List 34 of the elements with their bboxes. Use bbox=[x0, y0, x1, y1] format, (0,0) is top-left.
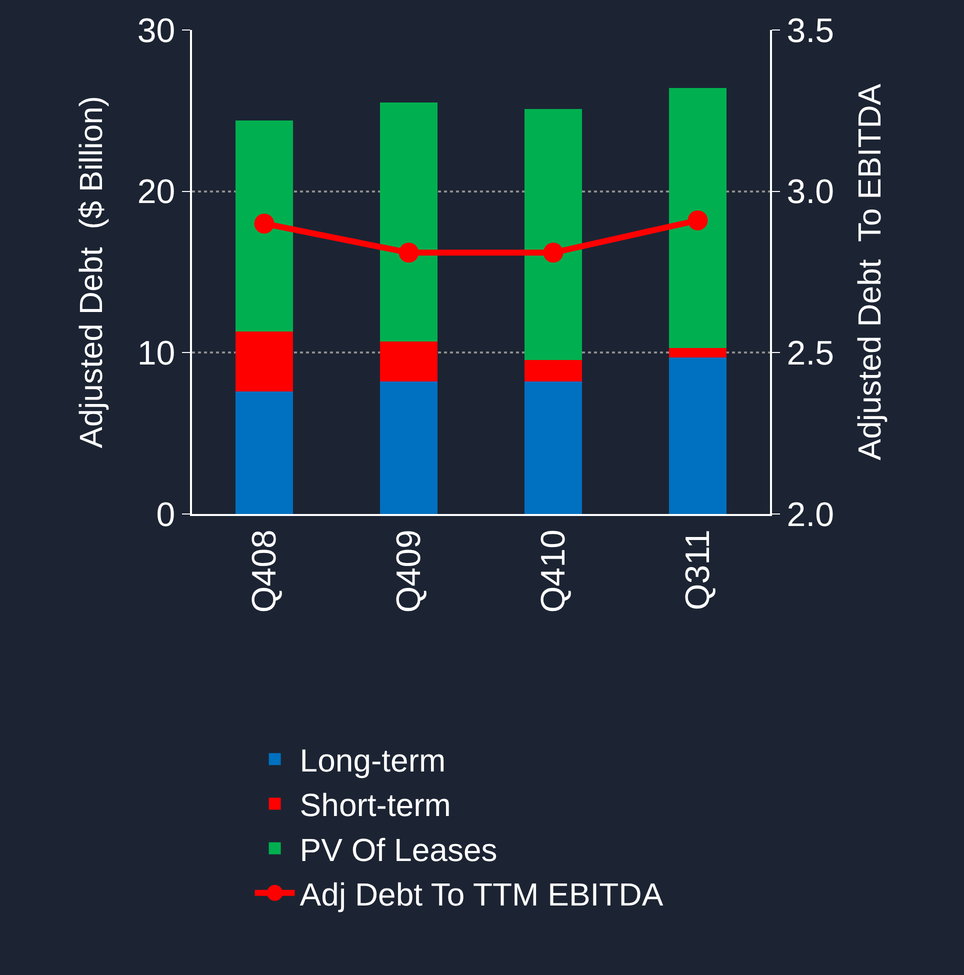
legend-label: Adj Debt To TTM EBITDA bbox=[300, 876, 664, 912]
y2-tick-label: 2.0 bbox=[786, 496, 834, 534]
y-tick-label: 20 bbox=[137, 173, 176, 212]
bar bbox=[380, 102, 438, 342]
y2-tick-label: 3.0 bbox=[786, 173, 834, 212]
bar bbox=[524, 382, 582, 514]
y2-tick-label: 3.5 bbox=[786, 12, 834, 50]
point bbox=[254, 214, 274, 234]
legend-label: PV Of Leases bbox=[300, 832, 498, 868]
x-tick-label: Q311 bbox=[678, 530, 717, 610]
y2-tick-label: 2.5 bbox=[786, 334, 834, 373]
point bbox=[398, 242, 419, 263]
x-tick-label: Q409 bbox=[390, 530, 428, 613]
bar bbox=[235, 391, 294, 514]
bar bbox=[235, 332, 294, 392]
y2-axis-title: Adjusted Debt To EBITDA bbox=[851, 83, 888, 460]
x-tick-label: Q410 bbox=[534, 530, 572, 613]
bar bbox=[668, 88, 727, 348]
y-tick-label: 30 bbox=[137, 12, 176, 50]
point bbox=[543, 242, 564, 263]
bar bbox=[380, 341, 438, 382]
bar bbox=[668, 358, 727, 514]
bar bbox=[524, 360, 582, 382]
x-tick-label: Q408 bbox=[245, 530, 284, 613]
bar bbox=[524, 109, 582, 360]
bar bbox=[668, 348, 727, 358]
bar bbox=[380, 382, 438, 514]
legend-label: Short-term bbox=[300, 787, 451, 824]
legend-label: Long-term bbox=[300, 742, 446, 779]
point bbox=[688, 210, 708, 230]
y-tick-label: 10 bbox=[137, 334, 176, 373]
y-tick-label: 0 bbox=[156, 496, 176, 534]
y-axis-title: Adjusted Debt ($ Billion) bbox=[73, 96, 110, 448]
bar bbox=[235, 120, 294, 332]
